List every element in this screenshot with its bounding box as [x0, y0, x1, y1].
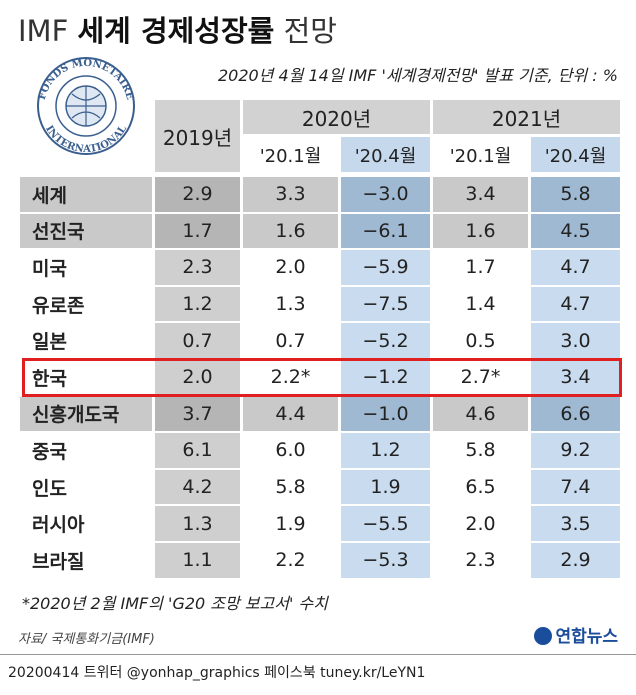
value-cell: 5.8 — [243, 469, 338, 505]
value-cell: 2.3 — [433, 543, 528, 578]
value-cell: 3.3 — [243, 177, 338, 212]
value-cell: 2.9 — [155, 177, 240, 212]
value-cell: 0.7 — [155, 323, 240, 358]
value-cell: 6.5 — [433, 469, 528, 505]
credit: 20200414 트위터 @yonhap_graphics 페이스북 tuney… — [8, 665, 426, 681]
row-name: 미국 — [20, 250, 152, 285]
value-cell: −3.0 — [341, 177, 430, 212]
highlight-box — [22, 358, 622, 397]
title: IMF 세계 경제성장률 전망 — [18, 8, 337, 50]
value-cell: 3.4 — [531, 360, 620, 395]
value-cell: 0.5 — [433, 323, 528, 358]
value-cell: 2.0 — [155, 360, 240, 395]
row-name: 브라질 — [20, 543, 152, 578]
value-cell: 1.9 — [341, 469, 430, 505]
subtitle: 2020년 4월 14일 IMF '세계경제전망' 발표 기준, 단위 : % — [217, 66, 618, 85]
row-name: 인도 — [20, 469, 152, 505]
value-cell: 3.4 — [433, 177, 528, 212]
value-cell: −6.1 — [341, 213, 430, 249]
value-cell: 2.7* — [433, 360, 528, 395]
value-cell: 4.2 — [155, 469, 240, 505]
value-cell: −5.3 — [341, 543, 430, 578]
title-part: 전망 — [283, 14, 337, 48]
header-cell: 2020년 — [243, 100, 430, 134]
value-cell: 6.6 — [531, 396, 620, 432]
value-cell: 3.5 — [531, 506, 620, 541]
header-cell: 2019년 — [155, 100, 240, 172]
title-part: 세계 경제성장률 — [77, 14, 275, 48]
value-cell: −1.2 — [341, 360, 430, 395]
value-cell: 2.9 — [531, 543, 620, 578]
value-cell: 6.0 — [243, 433, 338, 468]
value-cell: 2.0 — [433, 506, 528, 541]
row-name: 선진국 — [20, 213, 152, 249]
value-cell: 1.1 — [155, 543, 240, 578]
value-cell: 7.4 — [531, 469, 620, 505]
value-cell: 1.9 — [243, 506, 338, 541]
value-cell: 9.2 — [531, 433, 620, 468]
subheader-cell: '20.4월 — [531, 137, 620, 172]
row-name: 일본 — [20, 323, 152, 358]
source: 자료/ 국제통화기금(IMF) — [18, 632, 155, 647]
row-name: 러시아 — [20, 506, 152, 541]
footnote: *2020년 2월 IMF의 'G20 조망 보고서' 수치 — [22, 594, 328, 613]
value-cell: 2.0 — [243, 250, 338, 285]
value-cell: 3.0 — [531, 323, 620, 358]
value-cell: −5.5 — [341, 506, 430, 541]
value-cell: 1.4 — [433, 286, 528, 322]
value-cell: 4.6 — [433, 396, 528, 432]
divider — [0, 654, 636, 655]
value-cell: 4.7 — [531, 286, 620, 322]
value-cell: 2.3 — [155, 250, 240, 285]
subheader-cell: '20.4월 — [341, 137, 430, 172]
value-cell: 1.3 — [243, 286, 338, 322]
value-cell: 1.6 — [433, 213, 528, 249]
brand-logo: 연합뉴스 — [534, 622, 618, 647]
value-cell: −5.2 — [341, 323, 430, 358]
value-cell: 4.4 — [243, 396, 338, 432]
value-cell: 6.1 — [155, 433, 240, 468]
subheader-cell: '20.1월 — [433, 137, 528, 172]
row-name: 신흥개도국 — [20, 396, 152, 432]
header-cell: 2021년 — [433, 100, 620, 134]
row-name: 중국 — [20, 433, 152, 468]
value-cell: 1.7 — [433, 250, 528, 285]
value-cell: 0.7 — [243, 323, 338, 358]
subheader-cell: '20.1월 — [243, 137, 338, 172]
value-cell: 1.2 — [341, 433, 430, 468]
value-cell: −1.0 — [341, 396, 430, 432]
value-cell: 3.7 — [155, 396, 240, 432]
row-name: 세계 — [20, 177, 152, 212]
value-cell: 1.3 — [155, 506, 240, 541]
value-cell: 4.7 — [531, 250, 620, 285]
value-cell: −5.9 — [341, 250, 430, 285]
value-cell: 4.5 — [531, 213, 620, 249]
row-name: 유로존 — [20, 286, 152, 322]
value-cell: 5.8 — [433, 433, 528, 468]
title-part: IMF — [18, 14, 69, 48]
value-cell: 1.2 — [155, 286, 240, 322]
value-cell: 1.6 — [243, 213, 338, 249]
imf-logo: FONDS MONETAIRE INTERNATIONAL — [37, 57, 135, 155]
row-name: 한국 — [20, 360, 152, 395]
value-cell: 2.2* — [243, 360, 338, 395]
value-cell: 5.8 — [531, 177, 620, 212]
value-cell: 2.2 — [243, 543, 338, 578]
value-cell: 1.7 — [155, 213, 240, 249]
value-cell: −7.5 — [341, 286, 430, 322]
brand: 연합뉴스 — [555, 627, 618, 647]
